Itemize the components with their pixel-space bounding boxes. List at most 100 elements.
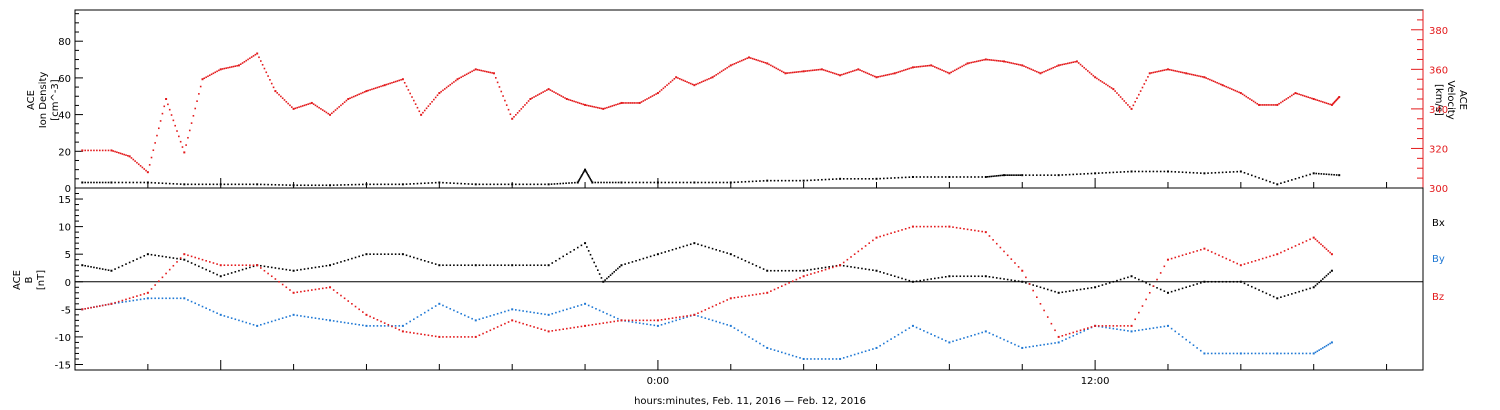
velocity-point [1301, 94, 1304, 97]
velocity-point [584, 103, 587, 106]
velocity-point [866, 72, 869, 75]
bz-point [558, 328, 561, 331]
velocity-point [269, 79, 271, 81]
by-point [125, 300, 127, 303]
by-point [984, 330, 987, 333]
by-point [1250, 352, 1253, 355]
velocity-point [1046, 69, 1049, 71]
by-point [547, 313, 550, 316]
velocity-point [485, 70, 488, 73]
ion-density-point [351, 183, 353, 186]
bz-point [719, 302, 721, 305]
velocity-point [1303, 95, 1306, 97]
velocity-point [697, 82, 699, 85]
velocity-point [1269, 104, 1271, 106]
ion-density-point [689, 181, 692, 184]
velocity-point [886, 74, 889, 76]
ion-density-point [614, 181, 617, 184]
by-point [631, 321, 634, 323]
velocity-point [374, 87, 377, 89]
by-point [609, 314, 612, 317]
bz-point [434, 335, 437, 338]
bz-point [1148, 291, 1151, 294]
ion-density-point [1239, 170, 1242, 173]
bz-point [660, 319, 663, 321]
ion-density-point [1276, 183, 1279, 186]
bx-point [1159, 288, 1162, 291]
bx-point [216, 273, 218, 276]
bx-point [1127, 276, 1129, 279]
bx-point [1181, 287, 1184, 290]
bx-point [562, 255, 564, 258]
by-point [190, 300, 193, 303]
ion-density-point [300, 184, 302, 187]
velocity-point [833, 72, 836, 75]
ion-density-point [594, 181, 597, 184]
ion-density-point [649, 181, 652, 184]
velocity-point [116, 151, 118, 154]
by-point [708, 318, 710, 321]
velocity-point [1054, 66, 1056, 68]
velocity-point [791, 71, 794, 74]
velocity-point [897, 71, 900, 73]
ion-density-point [762, 180, 765, 182]
velocity-point [1087, 70, 1089, 72]
velocity-point [822, 69, 825, 71]
velocity-point [717, 72, 719, 75]
velocity-point [93, 149, 95, 152]
bx-point [427, 261, 430, 263]
velocity-point [591, 105, 594, 108]
velocity-point [1214, 81, 1217, 83]
velocity-point [239, 63, 242, 65]
velocity-point [1271, 104, 1273, 106]
ion-density-point [886, 177, 889, 180]
velocity-point [899, 70, 901, 73]
ion-density-point [861, 178, 863, 180]
bz-point [930, 225, 932, 228]
bz-point [522, 322, 524, 325]
bx-point [828, 266, 830, 268]
bz-point [627, 319, 630, 322]
ion-density-point [857, 178, 860, 180]
ion-density-point [157, 182, 160, 184]
by-point [139, 298, 142, 301]
by-point [853, 353, 856, 356]
by-point [544, 313, 546, 316]
ion-density-point [1028, 174, 1031, 176]
bz-point [828, 267, 830, 270]
ion-density-point [504, 183, 506, 186]
bx-point [1061, 291, 1064, 294]
bx-point [1294, 291, 1297, 294]
bz-point [201, 258, 204, 261]
velocity-point [1112, 88, 1115, 91]
velocity-point [859, 69, 861, 71]
bx-point [944, 275, 947, 278]
bx-point [584, 242, 587, 245]
ion-density-point [87, 181, 89, 184]
bottom-ylabel-line1: ACE [12, 270, 23, 290]
bz-point [737, 296, 739, 298]
velocity-point [181, 146, 184, 148]
bz-point [584, 324, 587, 327]
bx-point [1329, 271, 1331, 274]
velocity-point [762, 61, 765, 64]
ion-density-point [515, 183, 517, 186]
by-point [205, 307, 207, 310]
by-point [1239, 352, 1242, 355]
bz-point [1221, 256, 1224, 258]
velocity-point [347, 98, 350, 100]
bx-point [143, 255, 146, 257]
bz-point [835, 265, 838, 268]
bx-point [649, 255, 652, 258]
velocity-point [720, 70, 723, 73]
bz-point [1318, 241, 1320, 244]
bx-point [1057, 291, 1060, 294]
bz-point [223, 264, 226, 267]
velocity-point [136, 161, 138, 164]
velocity-point [651, 95, 654, 97]
bx-point [464, 264, 466, 267]
bx-point [631, 261, 634, 263]
velocity-point [198, 93, 200, 95]
velocity-point [915, 66, 918, 68]
velocity-point [301, 105, 304, 107]
